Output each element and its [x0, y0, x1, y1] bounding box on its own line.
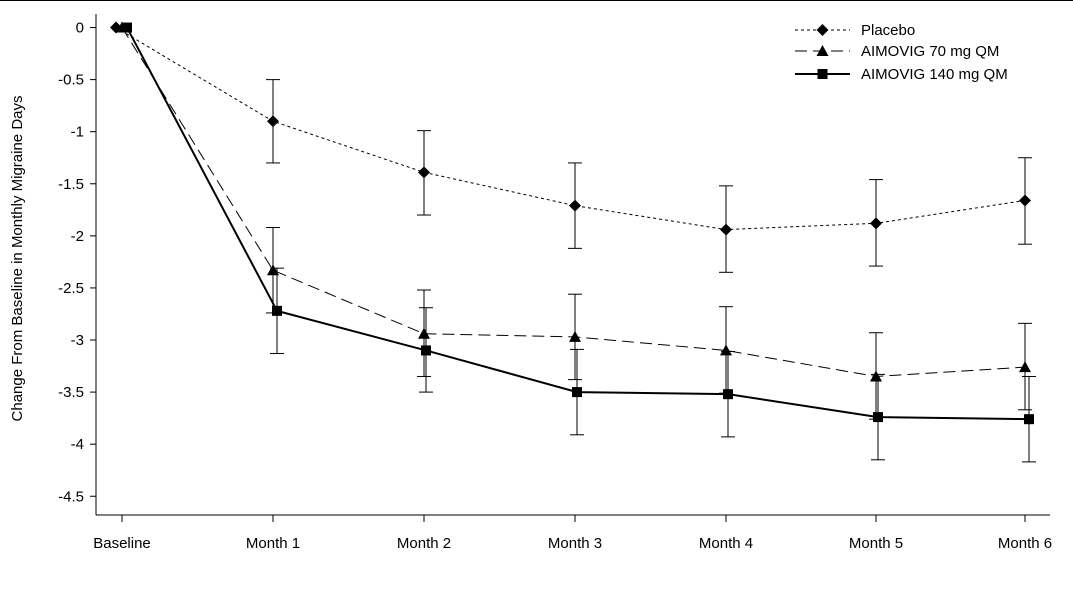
data-point-diamond: [870, 217, 882, 230]
legend-marker-triangle: [816, 45, 829, 56]
y-tick-label: -3.5: [58, 384, 84, 401]
data-point-triangle: [1019, 361, 1031, 373]
data-point-diamond: [720, 223, 732, 236]
y-tick-label: -1: [71, 124, 84, 141]
x-tick-label: Month 3: [548, 535, 602, 552]
data-point-diamond: [1019, 194, 1031, 207]
legend-item: AIMOVIG 140 mg QM: [795, 66, 1008, 83]
data-point-diamond: [569, 199, 581, 212]
series-layer: [110, 21, 1036, 463]
legend-label: AIMOVIG 70 mg QM: [861, 43, 999, 60]
y-axis-title: Change From Baseline in Monthly Migraine…: [9, 96, 26, 422]
data-point-triangle: [870, 370, 882, 382]
legend-marker-diamond: [816, 24, 829, 36]
series-square: [122, 22, 1036, 463]
data-point-square: [572, 387, 582, 398]
data-point-diamond: [418, 166, 430, 179]
data-point-square: [421, 345, 431, 356]
x-tick-label: Month 6: [998, 535, 1052, 552]
axes: 0 -0.5 -1 -1.5 -2 -2.5 -3 -3.5 -4 -4.5 Baseline Mon…: [9, 14, 1052, 552]
data-point-triangle: [418, 327, 430, 339]
legend-item: AIMOVIG 70 mg QM: [795, 43, 999, 60]
x-tick-label: Month 1: [246, 535, 300, 552]
data-point-diamond: [267, 115, 279, 128]
legend: Placebo AIMOVIG 70 mg QM AIMOVIG 140 mg QM: [795, 22, 1008, 83]
y-tick-label: -0.5: [58, 72, 84, 89]
y-tick-label: -4: [71, 436, 84, 453]
y-tick-label: -3: [71, 332, 84, 349]
data-point-square: [1024, 414, 1034, 425]
data-point-square: [723, 389, 733, 400]
x-tick-label: Month 5: [849, 535, 903, 552]
y-tick-label: -4.5: [58, 488, 84, 505]
y-tick-label: 0: [76, 20, 84, 37]
data-point-square: [873, 412, 883, 423]
y-tick-label: -1.5: [58, 176, 84, 193]
data-point-triangle: [267, 264, 279, 276]
x-tick-label: Month 2: [397, 535, 451, 552]
legend-item: Placebo: [795, 22, 915, 39]
data-point-triangle: [569, 330, 581, 342]
series-triangle: [116, 21, 1032, 420]
data-point-square: [272, 305, 282, 316]
legend-marker-square: [817, 69, 828, 79]
legend-label: AIMOVIG 140 mg QM: [861, 66, 1008, 83]
series-line: [126, 27, 1030, 421]
legend-label: Placebo: [861, 22, 915, 39]
y-tick-label: -2: [71, 228, 84, 245]
x-tick-label: Baseline: [93, 535, 151, 552]
data-point-square: [122, 22, 132, 33]
y-tick-label: -2.5: [58, 280, 84, 297]
data-point-triangle: [720, 344, 732, 356]
series-diamond: [110, 21, 1032, 273]
x-tick-label: Month 4: [699, 535, 753, 552]
